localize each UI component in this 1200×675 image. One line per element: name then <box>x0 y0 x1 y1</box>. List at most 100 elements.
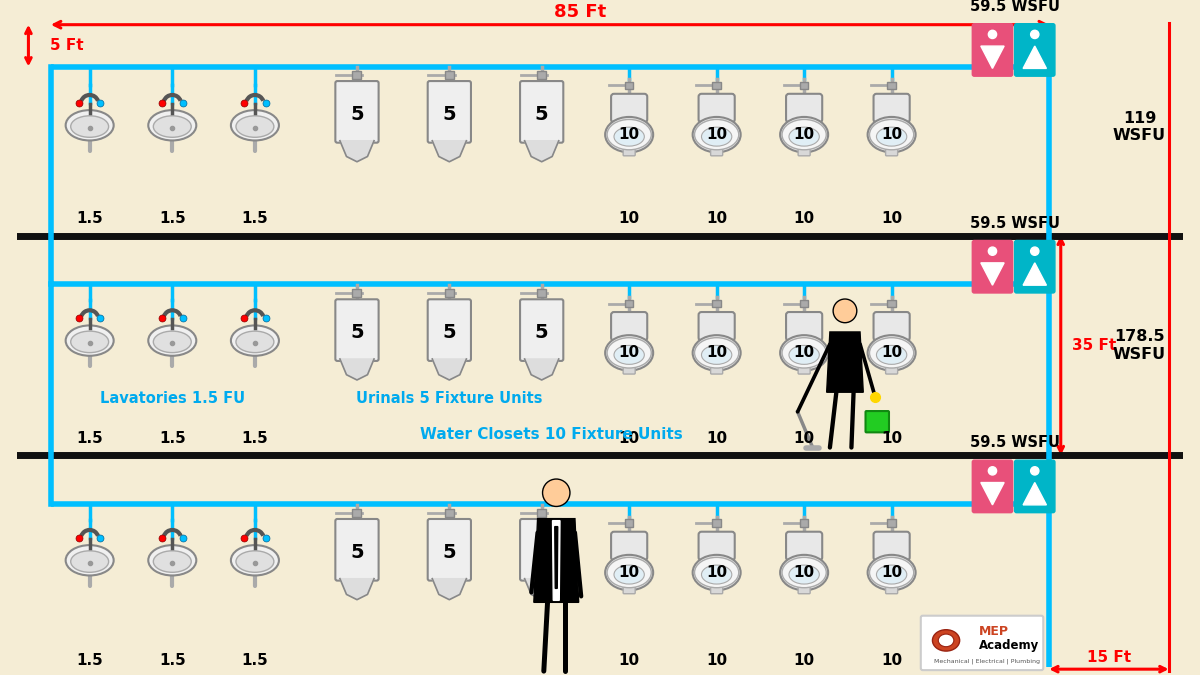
FancyBboxPatch shape <box>799 300 809 307</box>
FancyBboxPatch shape <box>445 290 454 297</box>
FancyBboxPatch shape <box>625 300 634 307</box>
FancyBboxPatch shape <box>712 520 721 527</box>
Polygon shape <box>1024 483 1046 505</box>
Text: 119
WSFU: 119 WSFU <box>1112 111 1166 143</box>
FancyBboxPatch shape <box>886 579 898 594</box>
FancyBboxPatch shape <box>536 509 546 517</box>
Ellipse shape <box>607 119 652 150</box>
FancyBboxPatch shape <box>335 299 379 361</box>
FancyBboxPatch shape <box>786 532 822 560</box>
Ellipse shape <box>66 545 114 576</box>
Polygon shape <box>827 332 863 392</box>
FancyBboxPatch shape <box>623 360 635 374</box>
Ellipse shape <box>607 338 652 368</box>
Ellipse shape <box>868 117 916 153</box>
FancyBboxPatch shape <box>887 300 896 307</box>
Ellipse shape <box>71 551 109 572</box>
FancyBboxPatch shape <box>427 519 470 580</box>
Text: 35 Ft: 35 Ft <box>1073 338 1117 353</box>
Polygon shape <box>534 518 578 602</box>
Ellipse shape <box>71 116 109 137</box>
Ellipse shape <box>868 335 916 371</box>
Text: 10: 10 <box>706 127 727 142</box>
Text: 10: 10 <box>618 431 640 446</box>
Text: 5: 5 <box>350 105 364 124</box>
Ellipse shape <box>989 247 997 255</box>
FancyBboxPatch shape <box>1014 240 1055 293</box>
Ellipse shape <box>692 335 740 371</box>
Ellipse shape <box>66 325 114 356</box>
FancyBboxPatch shape <box>710 579 722 594</box>
Text: 10: 10 <box>881 127 902 142</box>
FancyBboxPatch shape <box>445 71 454 79</box>
FancyBboxPatch shape <box>353 71 361 79</box>
FancyBboxPatch shape <box>799 520 809 527</box>
Text: 5: 5 <box>443 105 456 124</box>
Ellipse shape <box>702 127 732 146</box>
Text: MEP: MEP <box>979 625 1009 639</box>
Text: 5: 5 <box>535 105 548 124</box>
Ellipse shape <box>876 346 907 365</box>
Text: 10: 10 <box>793 431 815 446</box>
Ellipse shape <box>149 110 197 140</box>
Text: 178.5
WSFU: 178.5 WSFU <box>1112 329 1166 362</box>
Text: 10: 10 <box>618 211 640 226</box>
Text: 10: 10 <box>881 431 902 446</box>
Polygon shape <box>980 483 1004 505</box>
Ellipse shape <box>780 555 828 590</box>
Text: Lavatories 1.5 FU: Lavatories 1.5 FU <box>100 392 245 406</box>
FancyBboxPatch shape <box>710 141 722 156</box>
FancyBboxPatch shape <box>427 299 470 361</box>
FancyBboxPatch shape <box>536 71 546 79</box>
Ellipse shape <box>868 555 916 590</box>
FancyBboxPatch shape <box>886 141 898 156</box>
Ellipse shape <box>230 325 278 356</box>
FancyBboxPatch shape <box>887 82 896 89</box>
Ellipse shape <box>788 346 820 365</box>
Text: 10: 10 <box>793 346 815 360</box>
Ellipse shape <box>1031 247 1039 255</box>
Text: 1.5: 1.5 <box>77 211 103 226</box>
Ellipse shape <box>149 325 197 356</box>
Ellipse shape <box>782 558 827 588</box>
Polygon shape <box>524 141 559 162</box>
FancyBboxPatch shape <box>712 82 721 89</box>
Ellipse shape <box>876 565 907 584</box>
Text: Water Closets 10 Fixture Units: Water Closets 10 Fixture Units <box>420 427 683 441</box>
Ellipse shape <box>780 117 828 153</box>
Text: 10: 10 <box>881 565 902 580</box>
FancyBboxPatch shape <box>874 312 910 341</box>
Text: 1.5: 1.5 <box>77 431 103 446</box>
Text: 59.5 WSFU: 59.5 WSFU <box>970 435 1060 450</box>
Ellipse shape <box>702 565 732 584</box>
FancyBboxPatch shape <box>710 360 722 374</box>
Ellipse shape <box>605 555 653 590</box>
FancyBboxPatch shape <box>920 616 1043 670</box>
Ellipse shape <box>149 545 197 576</box>
Text: 1.5: 1.5 <box>241 211 269 226</box>
Ellipse shape <box>230 110 278 140</box>
Ellipse shape <box>695 338 739 368</box>
Ellipse shape <box>932 630 960 651</box>
Ellipse shape <box>542 479 570 506</box>
Text: 10: 10 <box>618 653 640 668</box>
FancyBboxPatch shape <box>798 141 810 156</box>
Text: 10: 10 <box>706 565 727 580</box>
Ellipse shape <box>614 565 644 584</box>
Text: 59.5 WSFU: 59.5 WSFU <box>970 216 1060 231</box>
Ellipse shape <box>1031 30 1039 38</box>
Text: 1.5: 1.5 <box>77 653 103 668</box>
Text: 10: 10 <box>618 346 640 360</box>
Text: 1.5: 1.5 <box>158 431 186 446</box>
Text: 5: 5 <box>535 323 548 342</box>
Text: 10: 10 <box>881 346 902 360</box>
Text: 10: 10 <box>793 565 815 580</box>
Ellipse shape <box>938 634 954 647</box>
FancyBboxPatch shape <box>623 141 635 156</box>
Ellipse shape <box>614 127 644 146</box>
FancyBboxPatch shape <box>353 290 361 297</box>
Ellipse shape <box>692 117 740 153</box>
FancyBboxPatch shape <box>799 82 809 89</box>
FancyBboxPatch shape <box>536 290 546 297</box>
Ellipse shape <box>230 545 278 576</box>
